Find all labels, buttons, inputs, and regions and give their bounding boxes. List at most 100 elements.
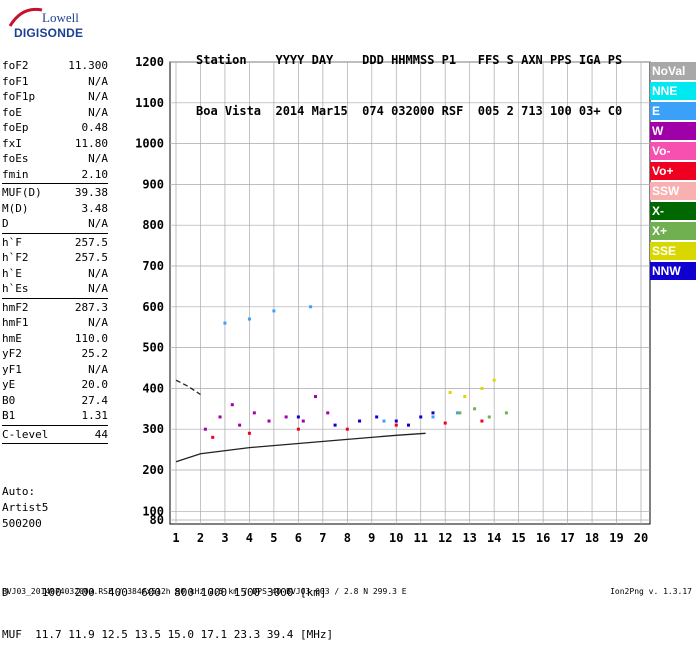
- data-point-vo-: [247, 431, 251, 435]
- auto-code: 500200: [2, 517, 42, 530]
- legend-item-w: W: [650, 122, 696, 140]
- data-point-vo-: [211, 435, 215, 439]
- param-row: hmF1 N/A: [2, 315, 108, 331]
- header-values: Boa Vista 2014 Mar15 074 032000 RSF 005 …: [196, 104, 623, 118]
- param-value: N/A: [88, 90, 108, 103]
- data-point-nnw: [296, 415, 300, 419]
- param-name: fxI: [2, 136, 22, 150]
- param-name: h`E: [2, 266, 22, 280]
- param-value: 20.0: [81, 378, 109, 391]
- legend-item-nne: NNE: [650, 82, 696, 100]
- param-value: N/A: [88, 362, 108, 376]
- param-row: hmF2 287.3: [2, 300, 108, 316]
- y-tick-label: 800: [142, 218, 164, 232]
- param-value: 11.80: [74, 136, 108, 150]
- param-name: D: [2, 217, 9, 230]
- param-name: B1: [2, 409, 16, 422]
- data-point-nnw: [333, 423, 337, 427]
- param-value: 44: [94, 427, 108, 441]
- x-tick-label: 20: [634, 531, 648, 545]
- data-point-nnw: [431, 411, 435, 415]
- distance-muf-table: D 100 200 400 600 800 1000 1500 3000 [km…: [2, 558, 333, 656]
- param-row: fmin 2.10: [2, 167, 108, 183]
- param-value: 2.10: [81, 167, 109, 181]
- param-value: N/A: [88, 282, 108, 295]
- x-tick-label: 9: [368, 531, 375, 545]
- param-name: h`Es: [2, 282, 29, 295]
- legend-item-x-: X-: [650, 202, 696, 220]
- param-name: h`F2: [2, 251, 29, 264]
- data-point-vo-: [480, 419, 484, 423]
- ionogram-chart: 1 2 3 4 5 6 7 8 9 10 11 12 13 14 15 16 17 18 19 20801002003…: [135, 55, 651, 545]
- x-tick-label: 17: [560, 531, 574, 545]
- y-tick-label: 500: [142, 341, 164, 355]
- x-tick-label: 2: [197, 531, 204, 545]
- param-name: foEs: [2, 152, 29, 165]
- param-row: h`Es N/A: [2, 281, 108, 297]
- x-tick-label: 8: [344, 531, 351, 545]
- x-tick-label: 12: [438, 531, 452, 545]
- param-row: foF1 N/A: [2, 74, 108, 90]
- param-name: foF2: [2, 59, 29, 72]
- x-tick-label: 5: [270, 531, 277, 545]
- legend-item-noval: NoVal: [650, 62, 696, 80]
- data-point-w: [230, 403, 234, 407]
- param-row: B0 27.4: [2, 393, 108, 409]
- data-point-vo-: [296, 427, 300, 431]
- data-point-sse: [492, 378, 496, 382]
- data-point-e: [247, 317, 251, 321]
- scaled-parameters-panel: foF2 11.300 foF1 N/A foF1p N/A foE N/A foEp 0.48 f…: [2, 58, 108, 445]
- param-value: N/A: [88, 74, 108, 88]
- param-row: M(D) 3.48: [2, 201, 108, 217]
- y-tick-label: 1200: [135, 55, 164, 69]
- param-value: 257.5: [74, 235, 108, 249]
- param-row: B1 1.31: [2, 408, 108, 424]
- param-row: h`F 257.5: [2, 235, 108, 251]
- x-tick-label: 10: [389, 531, 403, 545]
- auto-artist: Artist5: [2, 501, 49, 514]
- data-point-w: [314, 395, 317, 399]
- param-row: hmE 110.0: [2, 331, 108, 347]
- data-point-e: [223, 321, 227, 325]
- muf-row: MUF 11.7 11.9 12.5 13.5 15.0 17.1 23.3 3…: [2, 628, 334, 641]
- data-point-sse: [463, 395, 467, 399]
- x-tick-label: 11: [414, 531, 428, 545]
- param-name: yF2: [2, 347, 22, 360]
- x-tick-label: 4: [246, 531, 253, 545]
- param-row: C-level 44: [2, 427, 108, 443]
- param-name: foE: [2, 105, 22, 119]
- logo-line2: DIGISONDE: [14, 26, 84, 40]
- legend-item-vo-: Vo+: [650, 162, 696, 180]
- data-point-e: [272, 309, 276, 313]
- y-tick-label: 1100: [135, 96, 164, 110]
- param-row: h`F2 257.5: [2, 250, 108, 266]
- param-value: 11.300: [68, 59, 108, 72]
- y-tick-label: 1000: [135, 137, 164, 151]
- param-row: yF1 N/A: [2, 362, 108, 378]
- data-point-e: [309, 305, 313, 309]
- param-row: D N/A: [2, 216, 108, 232]
- file-info-footer: BVJ03_2014074032000.RSF / 384fx512h 50 k…: [2, 587, 407, 596]
- legend-item-ssw: SSW: [650, 182, 696, 200]
- legend-item-e: E: [650, 102, 696, 120]
- param-row: foF2 11.300: [2, 58, 108, 74]
- param-name: h`F: [2, 235, 22, 249]
- autoscaling-info: Auto: Artist5 500200: [2, 484, 48, 532]
- param-name: C-level: [2, 427, 49, 441]
- x-tick-label: 15: [511, 531, 525, 545]
- data-point-e: [455, 411, 459, 415]
- data-point-w: [218, 415, 222, 419]
- data-point-w: [284, 415, 288, 419]
- distance-row: D 100 200 400 600 800 1000 1500 3000 [km…: [2, 586, 327, 599]
- y-tick-label: 200: [142, 463, 164, 477]
- x-tick-label: 3: [221, 531, 228, 545]
- param-row: foEs N/A: [2, 151, 108, 167]
- data-point-x-: [473, 407, 477, 411]
- data-point-nnw: [407, 423, 410, 427]
- data-point-w: [301, 419, 305, 423]
- x-tick-label: 18: [585, 531, 599, 545]
- data-point-w: [326, 411, 330, 415]
- param-value: 0.48: [81, 121, 109, 134]
- param-row: yF2 25.2: [2, 346, 108, 362]
- station-header: Station YYYY DAY DDD HHMMSS P1 FFS S AXN…: [196, 18, 622, 137]
